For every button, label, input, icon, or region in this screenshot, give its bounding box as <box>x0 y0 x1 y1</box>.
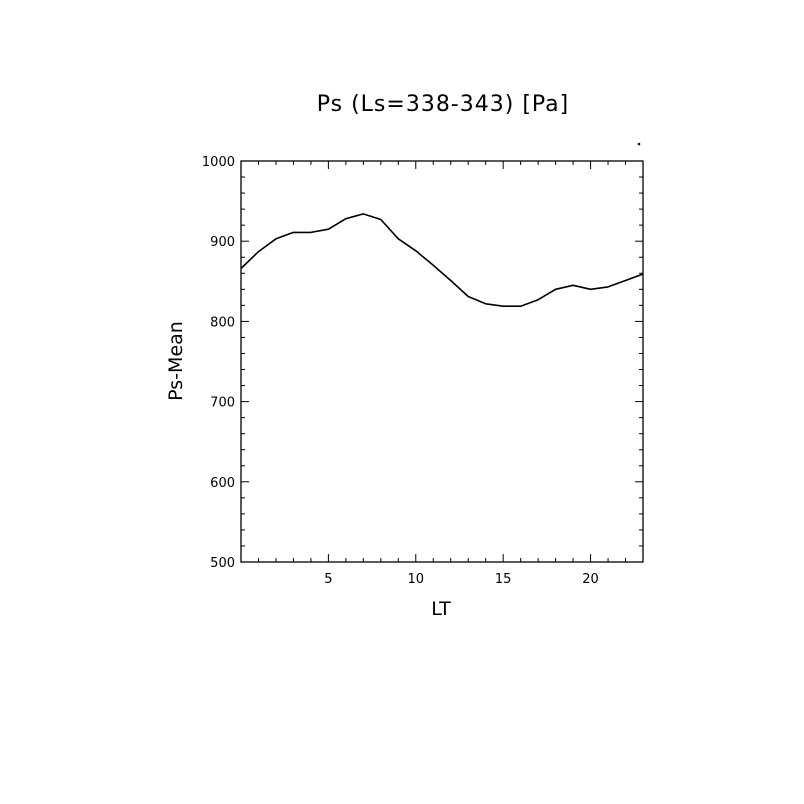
x-axis-ticks: 5 10 15 20 <box>240 161 644 587</box>
y-tick-label: 500 <box>210 556 235 571</box>
x-tick-label: 15 <box>495 572 512 587</box>
x-tick-label: 10 <box>408 572 425 587</box>
y-tick-label: 800 <box>210 315 235 330</box>
x-axis-label: LT <box>431 598 451 620</box>
y-tick-label: 1000 <box>202 155 235 170</box>
y-axis-label: Ps-Mean <box>165 321 187 401</box>
y-axis-ticks: 500 600 700 800 900 1000 <box>202 155 643 571</box>
plot-frame <box>240 160 644 563</box>
chart-title: Ps (Ls=338-343) [Pa] <box>317 92 570 117</box>
plot-frame-rect <box>240 160 644 563</box>
series-line <box>240 213 644 308</box>
x-tick-label: 5 <box>324 572 332 587</box>
y-tick-label: 900 <box>210 235 235 250</box>
corner-dot-mark <box>637 142 641 146</box>
y-tick-label: 600 <box>210 476 235 491</box>
y-tick-label: 700 <box>210 396 235 411</box>
series-group <box>240 213 644 308</box>
x-tick-label: 20 <box>582 572 599 587</box>
